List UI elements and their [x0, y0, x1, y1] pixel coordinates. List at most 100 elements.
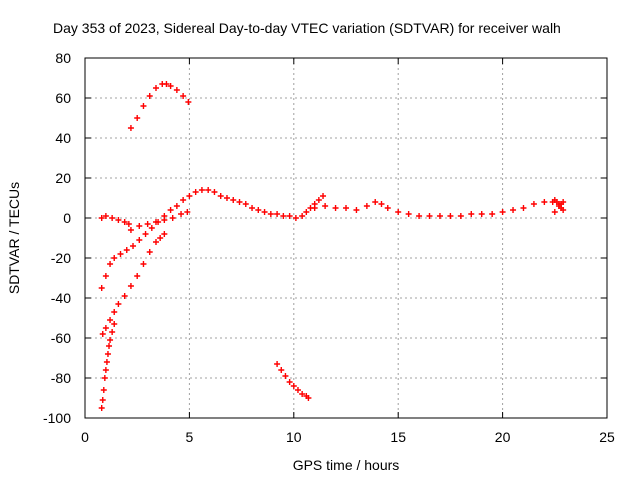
data-point [173, 87, 180, 93]
data-point [103, 359, 110, 365]
data-point [343, 205, 349, 211]
data-point [111, 309, 118, 315]
data-point [163, 81, 170, 87]
data-point [161, 231, 168, 237]
data-point [499, 209, 506, 215]
data-point [299, 391, 306, 397]
grid-layer [85, 58, 607, 418]
data-point [416, 213, 423, 219]
series-arc-mid [136, 209, 191, 229]
data-point [249, 205, 256, 211]
data-point [185, 99, 192, 105]
data-point [121, 293, 128, 299]
data-point [489, 211, 496, 217]
data-point [205, 187, 212, 193]
data-point [142, 231, 149, 237]
data-point [167, 83, 174, 89]
data-point [146, 249, 153, 255]
y-tick-label: -60 [51, 330, 71, 346]
series-arc-late-fall [274, 361, 312, 401]
data-point [274, 361, 281, 367]
series-arc-jump [299, 193, 327, 219]
data-point [157, 235, 164, 241]
data-point [134, 115, 141, 121]
x-axis-label: GPS time / hours [293, 457, 400, 473]
data-point [198, 187, 205, 193]
data-point [286, 379, 293, 385]
data-point [236, 199, 243, 205]
data-point [115, 217, 122, 223]
data-point [530, 201, 537, 207]
data-point [468, 211, 475, 217]
data-point [395, 209, 402, 215]
data-point [104, 351, 111, 357]
data-point [109, 215, 116, 221]
data-point [372, 199, 379, 205]
data-point [332, 205, 339, 211]
data-point [274, 211, 281, 217]
data-point [230, 197, 237, 203]
data-point [161, 217, 168, 223]
y-tick-label: -20 [51, 250, 71, 266]
data-point [457, 213, 464, 219]
data-point [152, 219, 159, 225]
data-point [305, 395, 312, 401]
data-point [353, 207, 360, 213]
data-point [278, 367, 285, 373]
data-point [184, 209, 191, 215]
data-point [111, 255, 118, 261]
data-point [384, 205, 391, 211]
data-point [315, 197, 322, 203]
data-point [378, 201, 385, 207]
chart-title: Day 353 of 2023, Sidereal Day-to-day VTE… [53, 20, 561, 36]
data-point [148, 225, 155, 231]
data-point [299, 213, 306, 219]
data-point [551, 209, 558, 215]
data-point [98, 285, 105, 291]
series-arc-high [127, 81, 192, 131]
y-axis-label: SDTVAR / TECUs [6, 182, 22, 294]
data-point [146, 93, 153, 99]
data-point [106, 343, 113, 349]
data-point [255, 207, 262, 213]
series-arc-main-rise [98, 187, 299, 291]
y-tick-label: 40 [55, 130, 71, 146]
data-point [102, 273, 109, 279]
data-point [136, 237, 143, 243]
data-point [261, 209, 268, 215]
data-point [109, 329, 116, 335]
data-point [152, 239, 159, 245]
series-arc-lower-rise [99, 231, 168, 337]
data-point [173, 203, 180, 209]
data-point [560, 207, 567, 213]
data-point [311, 205, 318, 211]
y-tick-label: -40 [51, 290, 71, 306]
y-tick-label: 60 [55, 90, 71, 106]
data-point [303, 209, 310, 215]
data-point [152, 85, 159, 91]
data-point [144, 221, 151, 227]
data-point [320, 193, 327, 199]
data-point [127, 227, 134, 233]
data-point [294, 387, 301, 393]
data-point [99, 331, 106, 337]
data-point [111, 321, 118, 327]
x-tick-label: 0 [81, 429, 89, 445]
data-point [121, 219, 128, 225]
data-point [510, 207, 517, 213]
data-point [102, 213, 109, 219]
data-point [117, 251, 124, 257]
data-point [180, 93, 187, 99]
data-point [447, 213, 454, 219]
data-point [290, 383, 297, 389]
y-tick-label: -80 [51, 370, 71, 386]
data-point [478, 211, 485, 217]
data-point [211, 189, 218, 195]
data-point [102, 367, 109, 373]
x-tick-label: 5 [186, 429, 194, 445]
series-arc-deep [98, 321, 118, 411]
y-tick-label: 80 [55, 50, 71, 66]
data-point [140, 103, 147, 109]
data-point [541, 199, 548, 205]
